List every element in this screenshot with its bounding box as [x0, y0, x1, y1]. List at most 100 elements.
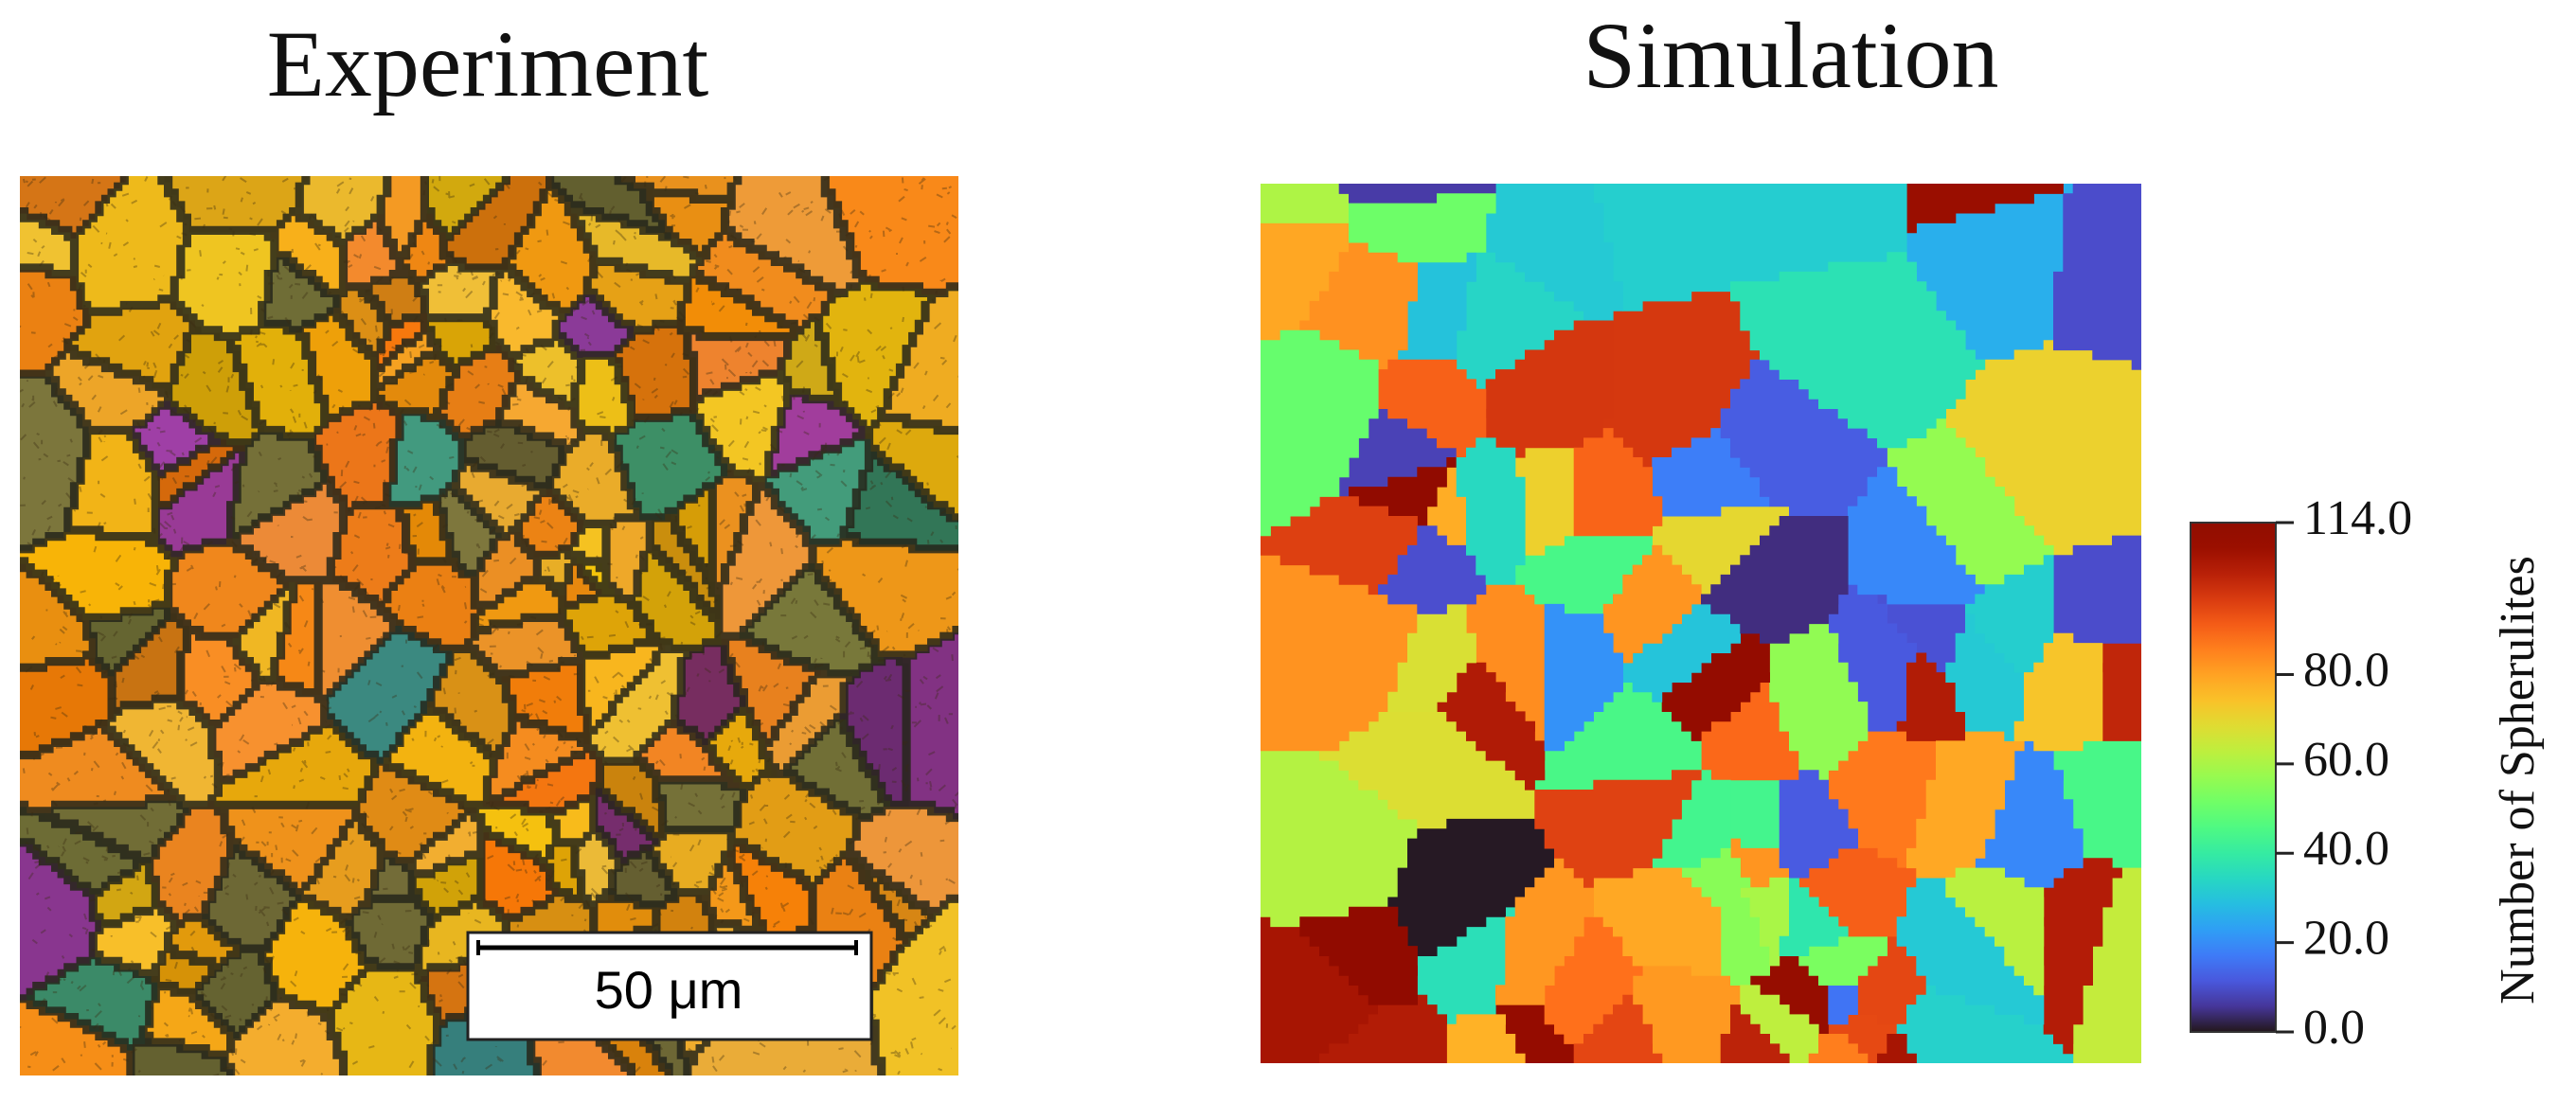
grain — [1652, 428, 1770, 517]
grain — [1534, 682, 1702, 791]
grain — [1828, 731, 1937, 869]
grain — [1720, 359, 1887, 517]
grain — [1847, 467, 1986, 605]
colorbar-label: Number of Spherulites — [2491, 556, 2545, 1004]
crystal-region — [476, 807, 559, 864]
crystal-region — [814, 857, 909, 995]
grain — [1730, 252, 1986, 449]
grain — [1456, 252, 1584, 390]
grain — [1378, 525, 1487, 614]
grain — [1417, 906, 1516, 1025]
panel-title: Simulation — [1583, 3, 1999, 108]
grain — [2043, 858, 2122, 1055]
grain — [1495, 858, 1594, 1005]
grain — [1261, 184, 1350, 223]
crystal-region — [464, 419, 565, 489]
crystal-region — [683, 276, 796, 340]
grain — [1261, 916, 1379, 1063]
grain — [1701, 516, 1849, 644]
grain — [1945, 867, 2045, 996]
crystal-region — [589, 644, 690, 764]
crystal-region — [20, 270, 90, 377]
crystal-region — [846, 451, 958, 552]
crystal-region — [482, 831, 559, 920]
grain — [1828, 584, 1917, 732]
colorbar-tick-label: 60.0 — [2303, 733, 2389, 787]
crystal-region — [633, 550, 722, 651]
grain — [1652, 506, 1790, 595]
panel-title: Experiment — [267, 11, 709, 116]
grain — [1622, 603, 1741, 702]
crystal-region — [69, 432, 158, 545]
crystal-region — [313, 400, 402, 514]
grain — [1740, 985, 1819, 1063]
grain — [1896, 877, 2045, 1025]
crystal-region — [814, 538, 958, 658]
crystal-region — [176, 232, 277, 340]
crystal-region — [20, 563, 96, 670]
crystal-region — [326, 626, 453, 764]
grain — [1299, 241, 1418, 370]
simulation-map — [1261, 184, 2141, 1063]
crystal-region — [489, 270, 565, 358]
grain — [1730, 779, 1780, 849]
grain — [1661, 632, 1770, 741]
grain — [1701, 682, 1799, 781]
crystal-region — [76, 176, 189, 314]
crystal-region — [489, 750, 603, 814]
colorbar-tick-label: 80.0 — [2303, 643, 2389, 697]
grain — [2053, 740, 2141, 869]
crystal-region — [301, 819, 384, 920]
crystal-region — [295, 176, 390, 246]
experiment-micrograph — [20, 176, 958, 1075]
grain — [1387, 603, 1476, 712]
scale-bar-label: 50 μm — [595, 960, 743, 1020]
grain — [1730, 838, 1790, 888]
crystal-region — [652, 513, 722, 620]
grain — [1437, 662, 1546, 791]
crystal-region — [88, 607, 171, 677]
grain — [1466, 584, 1546, 741]
grain — [1975, 740, 2084, 888]
crystal-region — [213, 682, 333, 783]
crystal-region — [263, 900, 371, 1014]
crystal-region — [470, 613, 584, 677]
colorbar: Number of Spherulites 0.0 20.0 40.0 60.0 80.… — [2190, 491, 2545, 1055]
grain — [2013, 632, 2103, 752]
grain — [1319, 994, 1447, 1063]
colorbar-gradient — [2190, 522, 2277, 1033]
crystal-region — [883, 288, 958, 434]
grain — [1779, 877, 1849, 956]
grain — [1349, 193, 1496, 263]
grain — [1485, 184, 1623, 322]
grain — [1652, 770, 1731, 869]
crystal-region — [164, 176, 309, 233]
crystal-region — [276, 581, 321, 696]
colorbar-tick-label: 0.0 — [2303, 1001, 2365, 1055]
crystal-region — [501, 382, 584, 452]
grain — [1261, 222, 1350, 341]
grain — [1573, 428, 1663, 537]
crystal-region — [902, 631, 958, 821]
grain — [1261, 329, 1379, 537]
grain — [1905, 731, 2025, 879]
grain — [1798, 935, 1887, 986]
grain — [1740, 877, 1790, 967]
grain — [1877, 594, 1966, 673]
colorbar-tick-label: 20.0 — [2303, 912, 2389, 966]
grain — [2102, 643, 2141, 741]
crystal-region — [608, 513, 653, 602]
crystal-region — [107, 701, 222, 808]
grain — [1299, 906, 1418, 1005]
crystal-region — [726, 844, 815, 939]
grain — [1945, 340, 2141, 556]
grain — [1896, 652, 1966, 741]
crystal-region — [539, 550, 578, 595]
grain — [1387, 818, 1555, 956]
grain — [1261, 496, 1418, 595]
grain — [1632, 965, 1741, 1063]
grain — [2053, 535, 2141, 644]
crystal-region — [420, 263, 503, 321]
crystal-region — [20, 213, 78, 277]
